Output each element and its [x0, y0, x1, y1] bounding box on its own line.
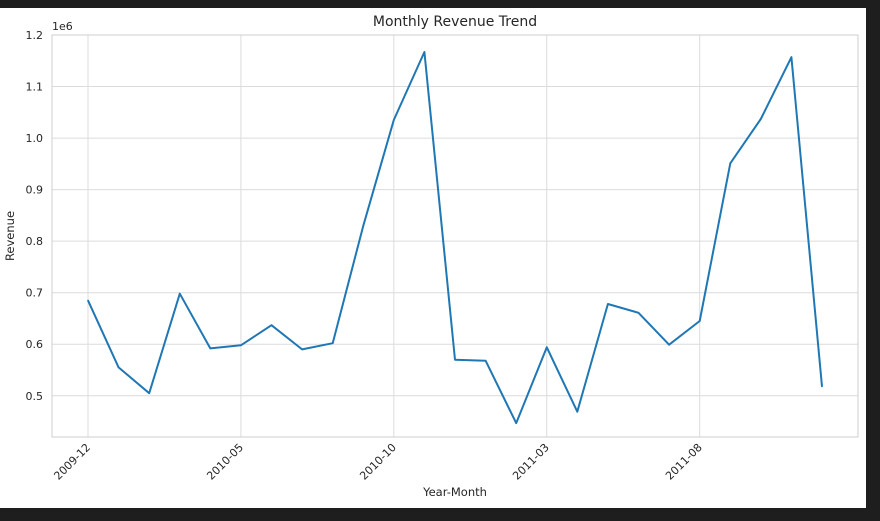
y-tick-label: 1.1: [26, 81, 44, 94]
data-point: [87, 299, 89, 302]
data-point: [209, 347, 212, 350]
y-tick-label: 0.8: [26, 235, 44, 248]
revenue-line-chart: 0.5 0.6 0.7 0.8 0.9 1.0 1.1 1.2 2009-12 2010-05 20…: [3, 14, 859, 499]
chart-figure: 0.5 0.6 0.7 0.8 0.9 1.0 1.1 1.2 2009-12 2010-05 20…: [0, 8, 866, 508]
data-point: [454, 358, 456, 361]
x-tick-label: 2010-05: [204, 441, 246, 483]
data-point: [607, 303, 609, 305]
y-tick-label: 0.7: [26, 287, 44, 300]
data-point: [760, 118, 762, 120]
tick-layer: 0.5 0.6 0.7 0.8 0.9 1.0 1.1 1.2 2009-12 2010-05 20…: [26, 29, 705, 483]
data-point: [515, 422, 517, 424]
x-tick-label: 2011-08: [663, 441, 705, 483]
data-point: [484, 359, 487, 362]
data-point: [821, 385, 823, 388]
data-point: [576, 410, 579, 413]
data-point: [545, 346, 548, 349]
y-tick-label: 0.6: [26, 338, 44, 351]
data-point: [117, 366, 120, 369]
data-point: [178, 292, 181, 295]
data-point: [668, 343, 670, 346]
data-point: [729, 162, 732, 165]
series-layer: [87, 51, 823, 425]
y-axis-label: Revenue: [3, 211, 17, 261]
data-point: [423, 51, 426, 53]
y-tick-label: 0.9: [26, 184, 44, 197]
x-tick-label: 2011-03: [510, 441, 552, 483]
data-point: [790, 56, 793, 58]
data-point: [331, 342, 334, 345]
data-point: [637, 311, 640, 314]
data-point: [393, 119, 395, 121]
chart-title: Monthly Revenue Trend: [373, 14, 537, 30]
data-point: [698, 320, 701, 322]
data-point: [270, 324, 273, 326]
data-point: [301, 348, 303, 351]
revenue-series-line: [87, 51, 823, 425]
data-point: [362, 224, 365, 227]
y-tick-label: 1.0: [26, 132, 44, 145]
grid-layer: [52, 34, 858, 437]
data-point: [148, 392, 150, 394]
data-point: [240, 344, 242, 347]
x-axis-label: Year-Month: [422, 485, 487, 499]
x-tick-label: 2009-12: [51, 441, 93, 483]
y-axis-offset-label: 1e6: [52, 20, 73, 33]
y-tick-label: 1.2: [26, 29, 44, 42]
y-tick-label: 0.5: [26, 390, 44, 403]
plot-area-frame: [51, 34, 859, 438]
x-tick-label: 2010-10: [357, 441, 399, 483]
